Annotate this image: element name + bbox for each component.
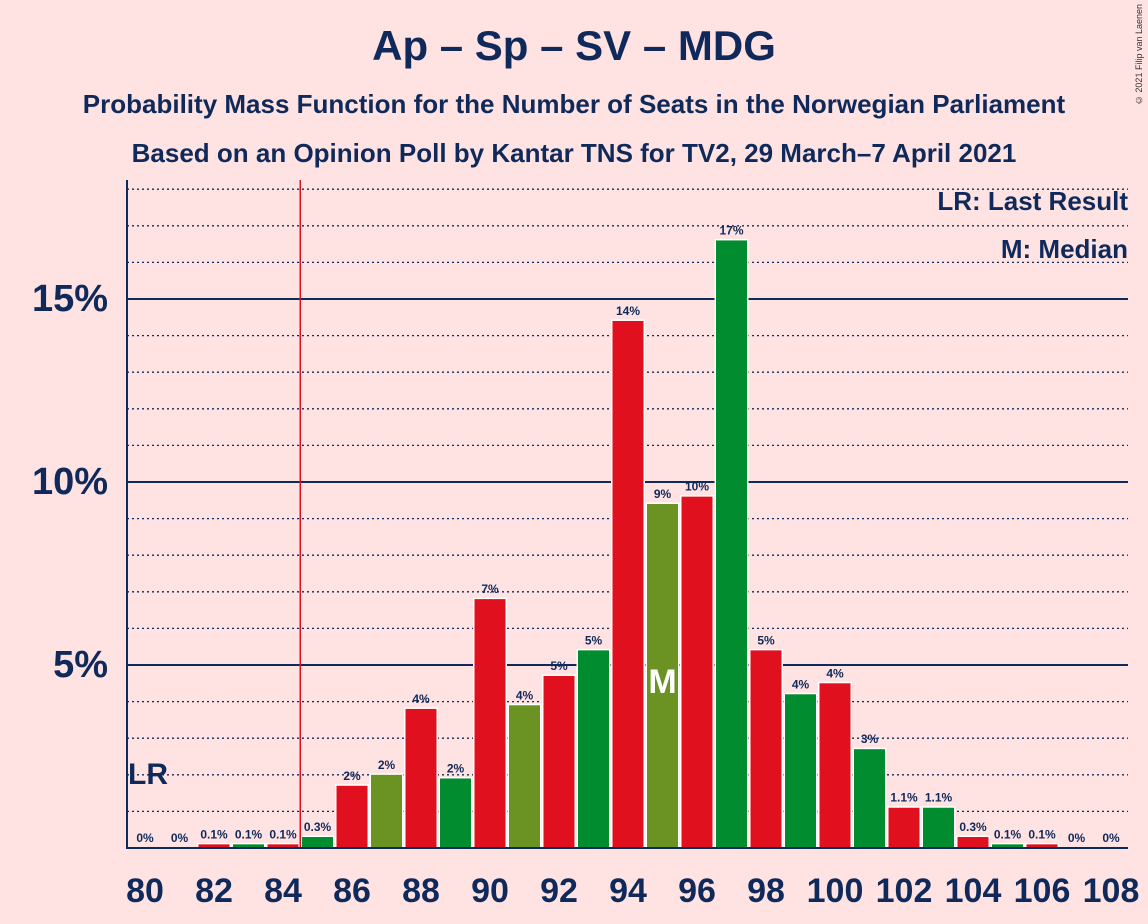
data-label: 4% bbox=[516, 688, 534, 702]
bar bbox=[302, 837, 333, 848]
x-tick-label: 106 bbox=[1014, 872, 1071, 910]
data-label: 0% bbox=[171, 831, 189, 845]
x-tick-label: 102 bbox=[876, 872, 933, 910]
data-label: 0.1% bbox=[994, 827, 1022, 841]
x-tick-label: 92 bbox=[540, 872, 578, 910]
data-label: 3% bbox=[861, 732, 879, 746]
data-label: 1.1% bbox=[890, 791, 918, 805]
bar bbox=[543, 675, 575, 848]
data-label: 0.1% bbox=[1028, 827, 1056, 841]
data-label: 5% bbox=[757, 633, 775, 647]
chart-subtitle: Probability Mass Function for the Number… bbox=[82, 89, 1066, 119]
x-tick-label: 94 bbox=[609, 872, 647, 910]
legend-median: M: Median bbox=[1000, 234, 1128, 264]
data-label: 0% bbox=[1068, 831, 1086, 845]
median-marker: M bbox=[648, 663, 676, 701]
bar bbox=[854, 749, 885, 848]
y-tick-label: 5% bbox=[53, 644, 108, 686]
data-label: 5% bbox=[585, 633, 603, 647]
bar bbox=[474, 599, 506, 848]
x-tick-label: 108 bbox=[1083, 872, 1140, 910]
x-tick-label: 104 bbox=[945, 872, 1002, 910]
bar bbox=[371, 774, 402, 848]
data-label: 4% bbox=[412, 692, 430, 706]
x-tick-label: 82 bbox=[195, 872, 233, 910]
data-label: 14% bbox=[616, 304, 640, 318]
y-tick-label: 15% bbox=[32, 278, 108, 320]
data-label: 7% bbox=[481, 582, 499, 596]
data-label: 2% bbox=[447, 761, 465, 775]
data-label: 9% bbox=[654, 487, 672, 501]
data-label: 0.3% bbox=[959, 820, 987, 834]
data-label: 0.1% bbox=[269, 827, 297, 841]
x-tick-label: 84 bbox=[264, 872, 302, 910]
data-label: 0% bbox=[1102, 831, 1120, 845]
bar bbox=[233, 844, 264, 848]
data-label: 0.1% bbox=[200, 827, 228, 841]
x-tick-label: 100 bbox=[807, 872, 864, 910]
bar bbox=[509, 705, 540, 848]
bar bbox=[198, 844, 230, 848]
legend-last-result: LR: Last Result bbox=[937, 186, 1128, 216]
bar bbox=[819, 683, 851, 848]
chart-title: Ap – Sp – SV – MDG bbox=[372, 22, 776, 69]
chart-subtitle-source: Based on an Opinion Poll by Kantar TNS f… bbox=[131, 138, 1017, 168]
last-result-marker: LR bbox=[128, 758, 168, 791]
data-label: 1.1% bbox=[925, 791, 953, 805]
data-label: 2% bbox=[378, 758, 396, 772]
bar bbox=[647, 503, 678, 848]
bar bbox=[957, 837, 989, 848]
bar bbox=[267, 844, 299, 848]
bar bbox=[578, 650, 609, 848]
bar bbox=[992, 844, 1023, 848]
data-label: 17% bbox=[719, 223, 743, 237]
data-label: 0% bbox=[136, 831, 154, 845]
x-tick-label: 96 bbox=[678, 872, 716, 910]
bar bbox=[923, 807, 954, 848]
bar bbox=[716, 240, 747, 848]
x-tick-label: 88 bbox=[402, 872, 440, 910]
bar bbox=[681, 496, 713, 848]
data-label: 0.1% bbox=[235, 827, 263, 841]
bar bbox=[750, 650, 782, 848]
data-label: 4% bbox=[792, 677, 810, 691]
data-label: 4% bbox=[826, 666, 844, 680]
data-label: 2% bbox=[343, 769, 361, 783]
x-tick-label: 86 bbox=[333, 872, 371, 910]
bar bbox=[440, 778, 471, 848]
data-label: 5% bbox=[550, 659, 568, 673]
data-label: 10% bbox=[685, 480, 709, 494]
bar bbox=[785, 694, 816, 848]
bar bbox=[612, 320, 644, 849]
y-tick-label: 10% bbox=[32, 461, 108, 503]
bar bbox=[336, 785, 368, 848]
bar bbox=[1026, 844, 1058, 848]
x-tick-label: 90 bbox=[471, 872, 509, 910]
bar bbox=[405, 708, 437, 848]
x-tick-label: 80 bbox=[126, 872, 164, 910]
bar bbox=[888, 807, 920, 848]
data-label: 0.3% bbox=[304, 820, 332, 834]
x-tick-label: 98 bbox=[747, 872, 785, 910]
